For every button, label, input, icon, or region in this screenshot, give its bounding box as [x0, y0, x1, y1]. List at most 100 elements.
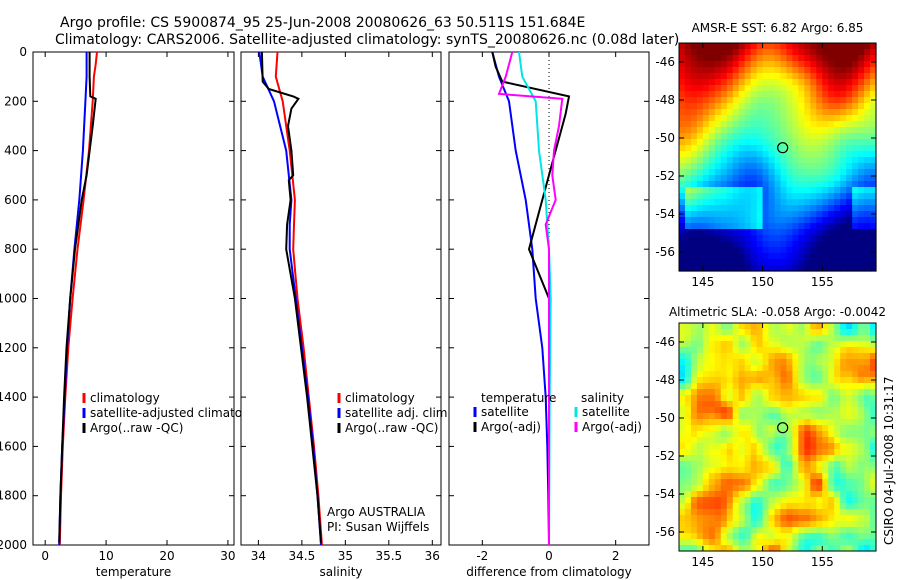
map-cell	[816, 169, 823, 176]
map-cell	[858, 211, 865, 218]
map-cell	[798, 365, 805, 372]
map-cell	[828, 335, 835, 342]
map-cell	[714, 163, 722, 170]
map-cell	[774, 383, 782, 390]
map-cell	[786, 121, 794, 128]
map-cell	[696, 425, 704, 432]
map-cell	[714, 43, 722, 50]
map-cell	[834, 121, 841, 128]
map-cell	[708, 115, 716, 122]
map-cell	[822, 205, 829, 212]
map-cell	[708, 449, 716, 456]
map-cell	[828, 145, 835, 152]
map-cell	[780, 253, 788, 260]
map-cell	[708, 347, 716, 354]
map-cell	[690, 187, 698, 194]
map-cell	[750, 241, 758, 248]
map-cell	[846, 253, 853, 260]
map-cell	[726, 247, 734, 254]
map-cell	[810, 139, 817, 146]
map-cell	[846, 157, 853, 164]
map-cell	[702, 259, 710, 266]
map-cell	[864, 473, 871, 480]
map-cell	[846, 527, 853, 534]
y-tick-label: -46	[655, 55, 675, 69]
map-cell	[744, 419, 752, 426]
map-cell	[798, 335, 805, 342]
map-cell	[846, 335, 853, 342]
map-cell	[768, 151, 776, 158]
map-cell	[679, 187, 686, 194]
map-cell	[858, 193, 865, 200]
map-cell	[679, 79, 686, 86]
map-cell	[792, 109, 799, 116]
legend-label: Argo(-adj)	[481, 420, 541, 434]
map-cell	[702, 365, 710, 372]
map-cell	[732, 533, 740, 540]
map-cell	[864, 61, 871, 68]
map-cell	[810, 521, 817, 528]
map-cell	[679, 259, 686, 266]
map-cell	[679, 329, 686, 336]
map-cell	[864, 241, 871, 248]
map-cell	[864, 503, 871, 510]
map-cell	[702, 407, 710, 414]
map-cell	[762, 43, 770, 50]
map-cell	[750, 223, 758, 230]
map-cell	[679, 341, 686, 348]
map-cell	[822, 431, 829, 438]
map-cell	[834, 115, 841, 122]
map-cell	[786, 461, 794, 468]
map-cell	[696, 139, 704, 146]
map-cell	[840, 377, 847, 384]
map-cell	[714, 181, 722, 188]
map-cell	[774, 353, 782, 360]
map-cell	[696, 157, 704, 164]
map-cell	[696, 383, 704, 390]
map-cell	[870, 193, 877, 200]
map-cell	[744, 121, 752, 128]
map-cell	[679, 431, 686, 438]
map-cell	[840, 419, 847, 426]
map-cell	[810, 55, 817, 62]
map-cell	[690, 491, 698, 498]
map-cell	[738, 199, 746, 206]
map-cell	[756, 515, 764, 522]
map-cell	[810, 431, 817, 438]
map-cell	[756, 169, 764, 176]
map-cell	[822, 473, 829, 480]
map-cell	[852, 539, 859, 546]
map-cell	[768, 527, 776, 534]
map-cell	[708, 437, 716, 444]
map-cell	[858, 55, 865, 62]
map-cell	[786, 217, 794, 224]
map-cell	[786, 407, 794, 414]
map-cell	[834, 473, 841, 480]
map-cell	[690, 217, 698, 224]
map-cell	[738, 323, 746, 330]
map-cell	[702, 109, 710, 116]
map-cell	[828, 61, 835, 68]
map-cell	[696, 353, 704, 360]
map-cell	[762, 527, 770, 534]
map-cell	[684, 449, 692, 456]
map-cell	[738, 121, 746, 128]
map-cell	[852, 473, 859, 480]
map-cell	[756, 163, 764, 170]
series-line-2	[260, 51, 322, 543]
map-cell	[852, 413, 859, 420]
map-cell	[822, 79, 829, 86]
map-cell	[762, 347, 770, 354]
map-cell	[679, 103, 686, 110]
map-cell	[852, 247, 859, 254]
map-cell	[846, 67, 853, 74]
map-cell	[864, 491, 871, 498]
map-cell	[732, 395, 740, 402]
map-cell	[690, 479, 698, 486]
map-cell	[834, 359, 841, 366]
map-cell	[786, 395, 794, 402]
map-cell	[732, 175, 740, 182]
map-cell	[684, 533, 692, 540]
map-cell	[714, 377, 722, 384]
map-cell	[864, 461, 871, 468]
